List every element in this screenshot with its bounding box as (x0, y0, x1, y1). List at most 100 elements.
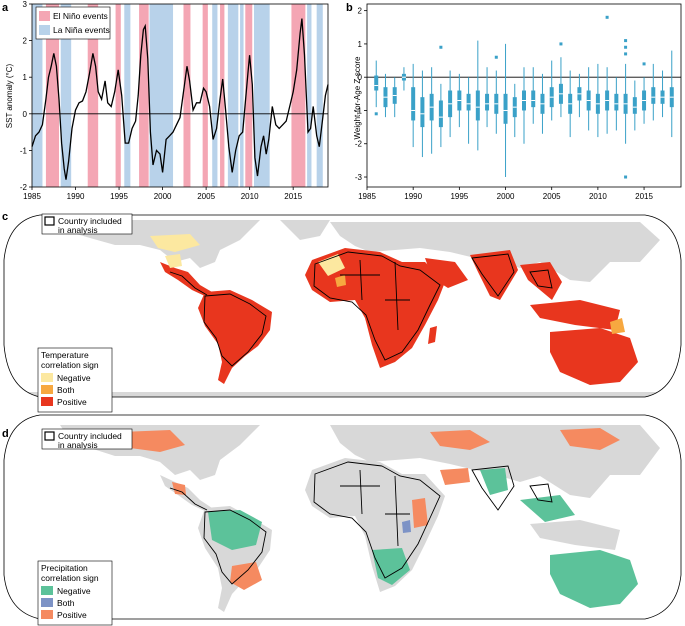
border-india (471, 465, 515, 511)
box-body (374, 75, 379, 91)
el-nino-band-8 (291, 4, 306, 187)
precipitation-both-regions (402, 520, 411, 533)
x-tick-label: 2005 (543, 192, 561, 201)
panel-a-y-label: SST anomaly (°C) (5, 63, 14, 128)
box-2000 (503, 43, 508, 178)
box-1999 (494, 55, 499, 134)
box-2006 (558, 42, 563, 118)
outlier (624, 45, 628, 49)
precipitation-negative-label: Negative (57, 586, 91, 596)
panel-b-letter: b (346, 2, 353, 14)
box-1990 (411, 63, 416, 148)
y-tick-label: -2 (20, 183, 28, 192)
panel-d-letter: d (2, 428, 9, 440)
box-2011 (605, 15, 610, 134)
region-arabia (425, 258, 468, 288)
la-nina-band-6 (240, 4, 244, 187)
panel-a-letter: a (2, 2, 9, 14)
border-south-america (203, 293, 267, 367)
box-1996 (466, 77, 471, 144)
region-amazon (208, 510, 262, 550)
x-tick-label: 1995 (450, 192, 468, 201)
precipitation-negative-swatch (41, 586, 53, 595)
country-borders (169, 251, 553, 367)
country-legend-swatch (44, 216, 55, 226)
land-antarctica (4, 392, 681, 397)
panel-d: d (2, 414, 682, 626)
panel-a-frame (31, 3, 329, 188)
la-nina-band-2 (124, 4, 131, 187)
panel-b-frame (366, 3, 682, 188)
el-nino-band-7 (245, 4, 253, 187)
box-body (485, 93, 490, 111)
la-nina-band-9 (316, 4, 323, 187)
region-sahara-negative (318, 254, 345, 276)
box-1987 (383, 73, 388, 118)
country-legend-line1: Country included (58, 431, 122, 441)
x-tick-label: 1995 (110, 192, 128, 201)
outlier (624, 52, 628, 56)
y-tick-label: -1 (355, 106, 363, 115)
region-middle-east-positive (440, 468, 470, 485)
box-2005 (549, 60, 554, 121)
region-north-america-negative (150, 234, 200, 252)
x-tick-label: 1985 (23, 192, 41, 201)
temperature-legend-title-1: Temperature (41, 350, 89, 360)
temperature-negative-swatch (41, 373, 53, 382)
x-tick-label: 2005 (197, 192, 215, 201)
box-1995 (457, 73, 462, 128)
box-2015 (642, 62, 647, 124)
precipitation-legend-title-1: Precipitation (41, 563, 88, 573)
la-nina-band-3 (149, 4, 174, 187)
border-central-america (169, 271, 208, 296)
box-1997 (475, 40, 480, 151)
enso-bands (32, 4, 323, 187)
box-body (531, 90, 536, 108)
box-body (614, 93, 619, 111)
country-legend-line2: in analysis (58, 225, 98, 235)
box-2003 (531, 67, 536, 124)
map-c-area (4, 215, 681, 397)
region-southeast-asia-negative (520, 495, 575, 522)
land-greenland (280, 220, 330, 240)
outlier (605, 15, 609, 19)
precipitation-both-label: Both (57, 598, 75, 608)
panel-c-letter: c (2, 211, 8, 223)
la-nina-band-7 (254, 4, 270, 187)
box-2010 (595, 63, 600, 138)
y-tick-label: 3 (23, 0, 28, 9)
border-central-america (169, 487, 208, 511)
land-africa (305, 458, 445, 592)
box-1986 (374, 60, 379, 116)
outlier (624, 175, 628, 179)
box-1994 (448, 70, 453, 138)
outlier (374, 112, 378, 116)
box-body (438, 100, 443, 128)
country-legend-line2: in analysis (58, 440, 98, 450)
sst-anomaly-line (31, 18, 329, 180)
box-2018 (669, 50, 674, 138)
map-c-outline (3, 214, 682, 398)
box-1998 (485, 67, 490, 128)
x-tick-label: 2010 (241, 192, 259, 201)
panel-a-x-ticks: 1985 1990 1995 2000 2005 2010 2015 (23, 187, 303, 201)
box-1993 (438, 45, 443, 148)
box-body (632, 97, 637, 114)
temperature-negative-label: Negative (57, 373, 91, 383)
region-central-america-positive (172, 482, 186, 495)
precipitation-positive-regions (120, 428, 620, 590)
country-legend-line1: Country included (58, 216, 122, 226)
box-2013 (623, 39, 628, 179)
country-legend-box (41, 428, 133, 450)
region-eurasia-positive-2 (560, 428, 620, 450)
country-legend-box (41, 213, 133, 235)
box-body (466, 93, 471, 111)
box-2017 (660, 70, 665, 118)
el-nino-band-5 (202, 4, 208, 187)
y-tick-label: 1 (23, 73, 28, 82)
land-indonesia (530, 520, 620, 550)
y-tick-label: 2 (23, 37, 28, 46)
box-2012 (614, 77, 619, 131)
y-tick-label: -1 (20, 146, 28, 155)
